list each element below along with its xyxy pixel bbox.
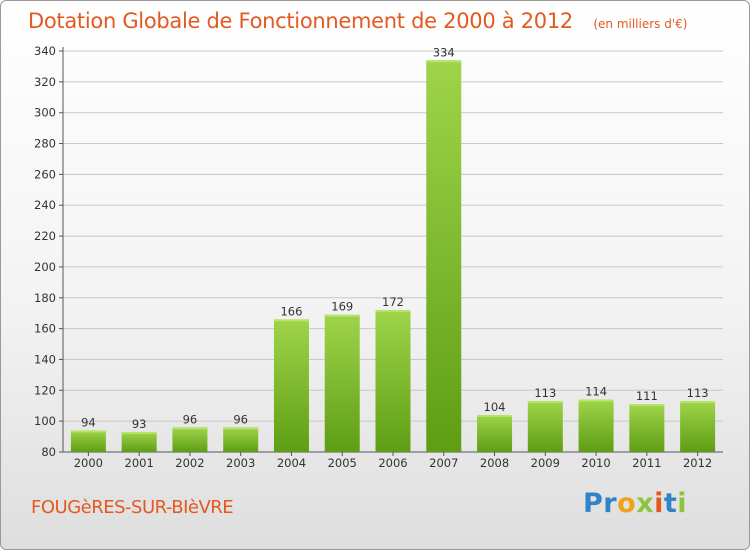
bar xyxy=(375,310,411,452)
x-tick-label: 2000 xyxy=(74,456,103,470)
y-tick-label: 260 xyxy=(34,167,56,181)
y-tick-label: 80 xyxy=(41,445,56,459)
bar xyxy=(273,319,309,452)
x-tick-label: 2004 xyxy=(277,456,306,470)
bar xyxy=(578,399,614,452)
y-tick-label: 100 xyxy=(34,414,56,428)
bar xyxy=(324,314,360,452)
logo-letter: P xyxy=(583,488,604,519)
bar xyxy=(70,430,106,452)
bar-highlight xyxy=(223,427,259,430)
y-tick-label: 340 xyxy=(34,44,56,58)
y-tick-label: 140 xyxy=(34,352,56,366)
logo-letter: r xyxy=(603,488,618,519)
chart-title: Dotation Globale de Fonctionnement de 20… xyxy=(28,9,687,33)
bar xyxy=(223,427,259,452)
x-tick-label: 2010 xyxy=(581,456,610,470)
x-tick-label: 2003 xyxy=(226,456,255,470)
bar xyxy=(527,401,563,452)
title-text: Dotation Globale de Fonctionnement de 20… xyxy=(28,9,573,33)
x-tick-label: 2011 xyxy=(632,456,661,470)
logo-letter: t xyxy=(663,488,678,519)
bar-highlight xyxy=(527,401,563,404)
bar xyxy=(477,414,513,452)
bar-highlight xyxy=(70,430,106,433)
y-tick-label: 240 xyxy=(34,198,56,212)
bar-value-label: 166 xyxy=(280,304,302,318)
y-tick-label: 120 xyxy=(34,383,56,397)
bar-highlight xyxy=(273,319,309,322)
bar-highlight xyxy=(578,399,614,402)
bar-highlight xyxy=(375,310,411,313)
bar-value-label: 93 xyxy=(132,417,147,431)
bar-highlight xyxy=(680,401,716,404)
commune-name: FOUGèRES-SUR-BIèVRE xyxy=(31,497,234,518)
bar-value-label: 113 xyxy=(687,386,709,400)
y-tick-label: 180 xyxy=(34,291,56,305)
bar xyxy=(121,431,157,452)
bar-highlight xyxy=(477,414,513,417)
proxiti-logo: Proxiti xyxy=(583,488,687,519)
bar-value-label: 334 xyxy=(433,45,455,59)
bar-value-label: 96 xyxy=(183,412,198,426)
x-tick-label: 2008 xyxy=(480,456,509,470)
bar-value-label: 96 xyxy=(233,412,248,426)
y-tick-label: 160 xyxy=(34,322,56,336)
bar-value-label: 104 xyxy=(484,400,506,414)
x-tick-label: 2002 xyxy=(175,456,204,470)
bar-value-label: 114 xyxy=(585,385,607,399)
logo-letter: x xyxy=(636,488,655,519)
y-tick-label: 300 xyxy=(34,106,56,120)
x-tick-label: 2001 xyxy=(125,456,154,470)
logo-letter: i xyxy=(677,488,688,519)
bar-highlight xyxy=(121,431,157,434)
bar-value-label: 172 xyxy=(382,295,404,309)
x-tick-label: 2009 xyxy=(531,456,560,470)
logo-letter: i xyxy=(654,488,664,519)
bar-highlight xyxy=(324,314,360,317)
y-tick-label: 320 xyxy=(34,75,56,89)
y-tick-label: 280 xyxy=(34,137,56,151)
x-tick-label: 2012 xyxy=(683,456,712,470)
bar xyxy=(172,427,208,452)
title-unit: (en milliers d'€) xyxy=(593,17,688,31)
bar-value-label: 94 xyxy=(81,415,96,429)
bar xyxy=(680,401,716,452)
bar-value-label: 111 xyxy=(636,389,658,403)
bar-value-label: 169 xyxy=(331,300,353,314)
bar-highlight xyxy=(629,404,665,407)
y-tick-label: 220 xyxy=(34,229,56,243)
logo-letter: o xyxy=(617,488,637,519)
y-tick-label: 200 xyxy=(34,260,56,274)
x-tick-label: 2007 xyxy=(429,456,458,470)
bar-highlight xyxy=(172,427,208,430)
bar-value-label: 113 xyxy=(534,386,556,400)
bar-highlight xyxy=(426,60,462,63)
x-tick-label: 2006 xyxy=(378,456,407,470)
bar xyxy=(426,60,462,452)
x-tick-label: 2005 xyxy=(328,456,357,470)
bar xyxy=(629,404,665,452)
